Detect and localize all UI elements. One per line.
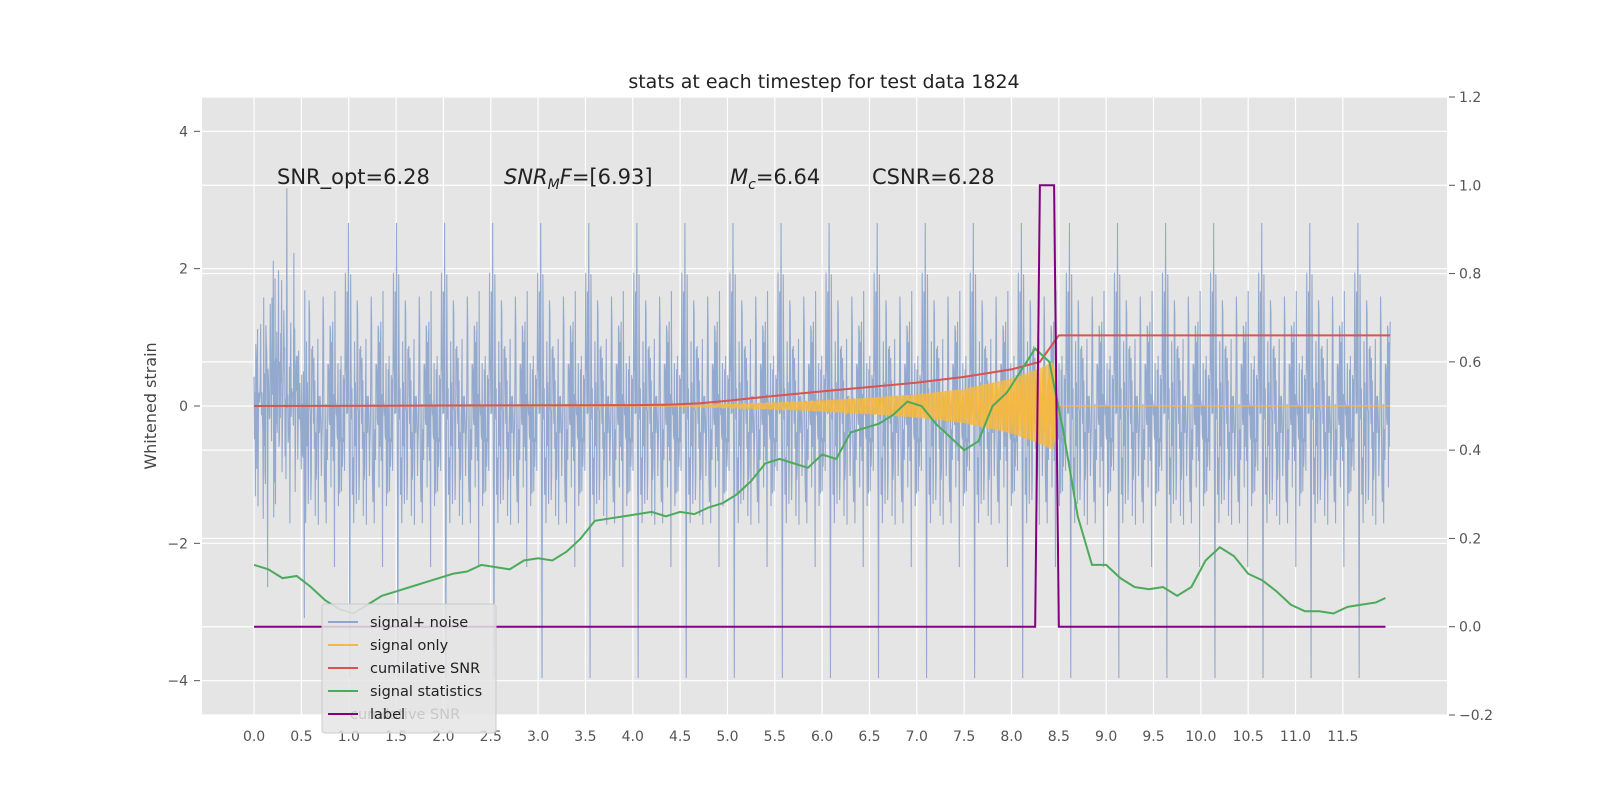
y2-tick-label: 1.0 [1459, 178, 1481, 194]
x-tick-label: 10.5 [1233, 729, 1264, 745]
legend-label: label [370, 707, 405, 723]
x-tick-label: 7.5 [953, 729, 975, 745]
y2-tick-label: 0.4 [1459, 443, 1481, 459]
x-tick-label: 11.0 [1280, 729, 1311, 745]
legend-label: signal+ noise [370, 615, 468, 631]
x-tick-label: 4.5 [669, 729, 691, 745]
legend-label: signal only [370, 638, 449, 654]
legend-label: signal statistics [370, 684, 482, 700]
y-tick-label: 4 [179, 124, 188, 140]
y-tick-label: 0 [179, 399, 188, 415]
annotation-mc-value: =6.64 [756, 165, 820, 189]
x-tick-label: 8.5 [1048, 729, 1070, 745]
annotations: SNR_opt=6.28 SNRMF=[6.93] Mc=6.64 CSNR=6… [277, 165, 995, 193]
legend-label: cumilative SNR [370, 661, 480, 677]
annotation-snr-opt: SNR_opt=6.28 [277, 165, 430, 190]
x-tick-label: 11.5 [1327, 729, 1358, 745]
annotation-mc-base: M [730, 165, 748, 189]
signal-noise-line [253, 188, 1391, 679]
x-tick-label: 0.5 [290, 729, 312, 745]
y2-tick-label: 0.8 [1459, 267, 1481, 283]
cumilative-snr-line [254, 334, 1391, 407]
y-tick-label: 2 [179, 262, 188, 278]
x-tick-label: 3.5 [574, 729, 596, 745]
x-tick-label: 0.0 [243, 729, 265, 745]
chart-title: stats at each timestep for test data 182… [628, 71, 1019, 93]
annotation-snr-mf: SNRMF=[6.93] [504, 165, 653, 193]
legend-box [321, 603, 497, 734]
y2-tick-label: 0.2 [1459, 531, 1481, 547]
y2-tick-label: 0.0 [1459, 620, 1481, 636]
y-tick-label: −4 [167, 674, 188, 690]
signal-statistics-line [253, 347, 1386, 615]
x-tick-label: 6.0 [811, 729, 833, 745]
x-tick-label: 5.5 [764, 729, 786, 745]
annotation-csnr: CSNR=6.28 [872, 165, 995, 189]
x-tick-label: 9.5 [1142, 729, 1164, 745]
y2-tick-label: 1.2 [1459, 90, 1481, 106]
x-tick-label: 9.0 [1095, 729, 1117, 745]
annotation-snr-mf-f: F [560, 165, 573, 189]
annotation-mc-sub: c [748, 177, 756, 193]
x-tick-label: 3.0 [527, 729, 549, 745]
y-axis-label: Whitened strain [141, 342, 160, 469]
x-tick-label: 8.0 [1000, 729, 1022, 745]
axes: 0.0 0.5 1.0 1.5 2.0 2.5 3.0 3.5 4.0 4.5 5.0 5.5 6.0 6… [167, 90, 1493, 745]
y2-tick-label: 0.6 [1459, 355, 1481, 371]
x-tick-label: 10.0 [1185, 729, 1216, 745]
annotation-snr-mf-value: =[6.93] [572, 165, 653, 189]
data-series [253, 184, 1391, 679]
annotation-snr-mf-base: SNR [504, 165, 548, 189]
x-tick-label: 5.0 [716, 729, 738, 745]
label-line [254, 184, 1386, 628]
annotation-snr-mf-sub: M [548, 177, 560, 193]
legend: cumilative SNR signal+ noise signal only cu… [321, 603, 497, 734]
legend-ghost-text: cumilative SNR [350, 707, 460, 723]
x-tick-label: 4.0 [622, 729, 644, 745]
y-tick-label: −2 [167, 536, 188, 552]
y2-tick-label: −0.2 [1459, 708, 1493, 724]
x-tick-label: 6.5 [858, 729, 880, 745]
x-tick-label: 7.0 [906, 729, 928, 745]
annotation-mc: Mc=6.64 [730, 165, 820, 193]
